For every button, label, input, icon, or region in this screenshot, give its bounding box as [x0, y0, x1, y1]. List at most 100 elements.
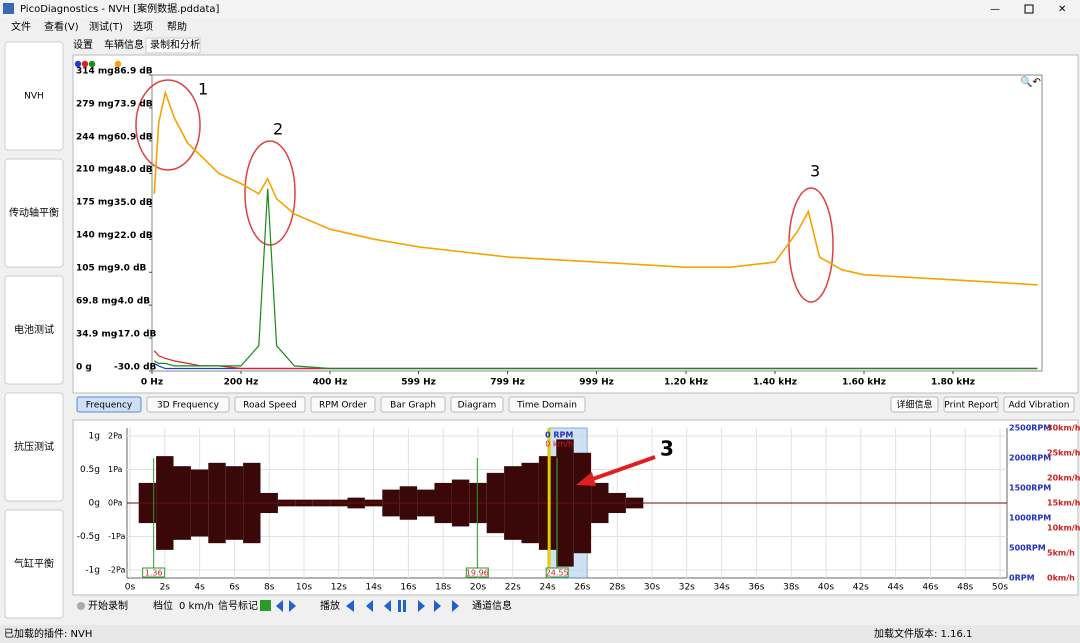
x-tick-label: 400 Hz — [313, 378, 348, 388]
sidebar-label[interactable]: 抗压测试 — [14, 440, 54, 453]
action-button-label[interactable]: 详细信息 — [896, 399, 932, 411]
action-button[interactable] — [890, 396, 939, 413]
view-button-label[interactable]: Frequency — [86, 401, 133, 411]
rpm-tick-label: 1500RPM — [1009, 484, 1051, 493]
rpm-tick-label: 2500RPM — [1009, 424, 1051, 433]
rpm-tick-label: 1000RPM — [1009, 514, 1051, 523]
x-tick-label: 20s — [470, 583, 486, 593]
x-tick-label: 22s — [505, 583, 521, 593]
active-tab[interactable] — [145, 37, 201, 54]
view-button[interactable] — [380, 396, 446, 413]
view-button-label[interactable]: Time Domain — [516, 401, 577, 411]
annotation-circle — [135, 79, 201, 171]
view-button-label[interactable]: Road Speed — [243, 401, 297, 411]
y2-tick-label: 314 mg — [76, 67, 114, 77]
view-button[interactable] — [450, 396, 504, 413]
y2-tick-label: 0 g — [76, 363, 92, 373]
y-tick-label: 1g — [89, 432, 100, 442]
y2-tick-label: 279 mg — [76, 99, 114, 109]
y2-tick-label: 0Pa — [108, 499, 123, 508]
marker-label: 19.96 — [466, 569, 489, 578]
view-button-label[interactable]: Bar Graph — [390, 401, 436, 411]
tab[interactable]: 录制和分析 — [150, 38, 200, 51]
x-tick-label: 48s — [957, 583, 973, 593]
play-label: 播放 — [320, 599, 340, 612]
record-button[interactable]: 开始录制 — [88, 599, 128, 612]
spectrum-line — [153, 188, 1038, 370]
sidebar-label[interactable]: NVH — [24, 92, 44, 102]
sidebar-label[interactable]: 电池测试 — [14, 323, 54, 336]
view-button[interactable] — [146, 396, 230, 413]
y-tick-label: -17.0 dB — [114, 330, 157, 340]
zoom-icons[interactable]: 🔍↶ — [1020, 75, 1041, 88]
tab[interactable]: 设置 — [73, 39, 93, 51]
maximize[interactable] — [1024, 4, 1034, 14]
x-tick-label: 50s — [992, 583, 1008, 593]
prev-signal[interactable] — [276, 600, 283, 612]
action-button-label[interactable]: Add Vibration — [1009, 401, 1070, 411]
view-button[interactable] — [234, 396, 306, 413]
y2-tick-label: 105 mg — [76, 264, 114, 274]
minimize[interactable]: — — [990, 4, 1000, 15]
signal-label: 信号标记 — [218, 600, 258, 612]
y-tick-label: 9.0 dB — [114, 264, 147, 274]
status-bar — [0, 625, 1080, 643]
close[interactable]: ✕ — [1058, 4, 1066, 15]
view-button[interactable] — [508, 396, 586, 413]
menu-item[interactable]: 选项 — [133, 20, 153, 33]
y2-tick-label: 210 mg — [76, 165, 114, 175]
status-plugins: 已加载的插件: NVH — [4, 627, 92, 640]
x-tick-label: 1.60 kHz — [842, 378, 886, 388]
view-button-label[interactable]: Diagram — [458, 401, 497, 411]
menu-item[interactable]: 测试(T) — [89, 20, 123, 33]
x-tick-label: 4s — [194, 583, 205, 593]
y-tick-label: -1g — [85, 565, 100, 575]
legend-dot — [81, 60, 89, 68]
y-tick-label: 73.9 dB — [114, 99, 153, 109]
speed-tick-label: 25km/h — [1047, 449, 1080, 458]
tab[interactable]: 车辆信息 — [104, 38, 144, 51]
y-tick-label: -4.0 dB — [114, 297, 150, 307]
sidebar-button[interactable] — [4, 392, 64, 502]
x-tick-label: 1.80 kHz — [931, 378, 975, 388]
legend-dot — [74, 60, 82, 68]
sidebar-button[interactable] — [4, 158, 64, 268]
action-button[interactable] — [943, 396, 999, 413]
next-signal[interactable] — [289, 600, 296, 612]
y2-tick-label: -1Pa — [108, 532, 125, 541]
legend-dot — [88, 60, 96, 68]
channel-info[interactable]: 通道信息 — [472, 599, 512, 612]
status-version: 加载文件版本: 1.16.1 — [874, 627, 972, 640]
view-button-label[interactable]: RPM Order — [319, 401, 367, 411]
view-button[interactable] — [76, 396, 142, 413]
sidebar-button[interactable] — [4, 509, 64, 619]
y2-tick-label: -2Pa — [108, 565, 125, 574]
view-button[interactable] — [310, 396, 376, 413]
y-tick-label: 35.0 dB — [114, 198, 153, 208]
x-tick-label: 28s — [609, 583, 625, 593]
annotation-circle — [244, 140, 296, 246]
x-tick-label: 26s — [574, 583, 590, 593]
menu-item[interactable]: 文件 — [11, 20, 31, 33]
playback-controls[interactable] — [346, 600, 459, 612]
signal-icon[interactable] — [260, 600, 271, 611]
rpm-tick-label: 500RPM — [1009, 544, 1046, 553]
action-button-label[interactable]: Print Report — [944, 401, 998, 411]
y-tick-label: 0g — [89, 499, 100, 509]
action-button[interactable] — [1003, 396, 1075, 413]
speed-tick-label: 5km/h — [1047, 549, 1075, 558]
sidebar-button[interactable] — [4, 41, 64, 151]
speed-tick-label: 15km/h — [1047, 499, 1080, 508]
annotation: 1 — [198, 80, 208, 99]
overlay-speed: 0 km/h — [545, 440, 573, 449]
x-tick-label: 18s — [435, 583, 451, 593]
menu-item[interactable]: 查看(V) — [44, 20, 79, 33]
sidebar-button[interactable] — [4, 275, 64, 385]
sidebar-label[interactable]: 气缸平衡 — [14, 557, 54, 570]
speed-tick-label: 20km/h — [1047, 474, 1080, 483]
x-tick-label: 1.40 kHz — [753, 378, 797, 388]
menu-item[interactable]: 帮助 — [167, 20, 187, 33]
sidebar-label[interactable]: 传动轴平衡 — [9, 206, 59, 219]
record-icon[interactable] — [77, 602, 85, 610]
view-button-label[interactable]: 3D Frequency — [157, 401, 220, 411]
